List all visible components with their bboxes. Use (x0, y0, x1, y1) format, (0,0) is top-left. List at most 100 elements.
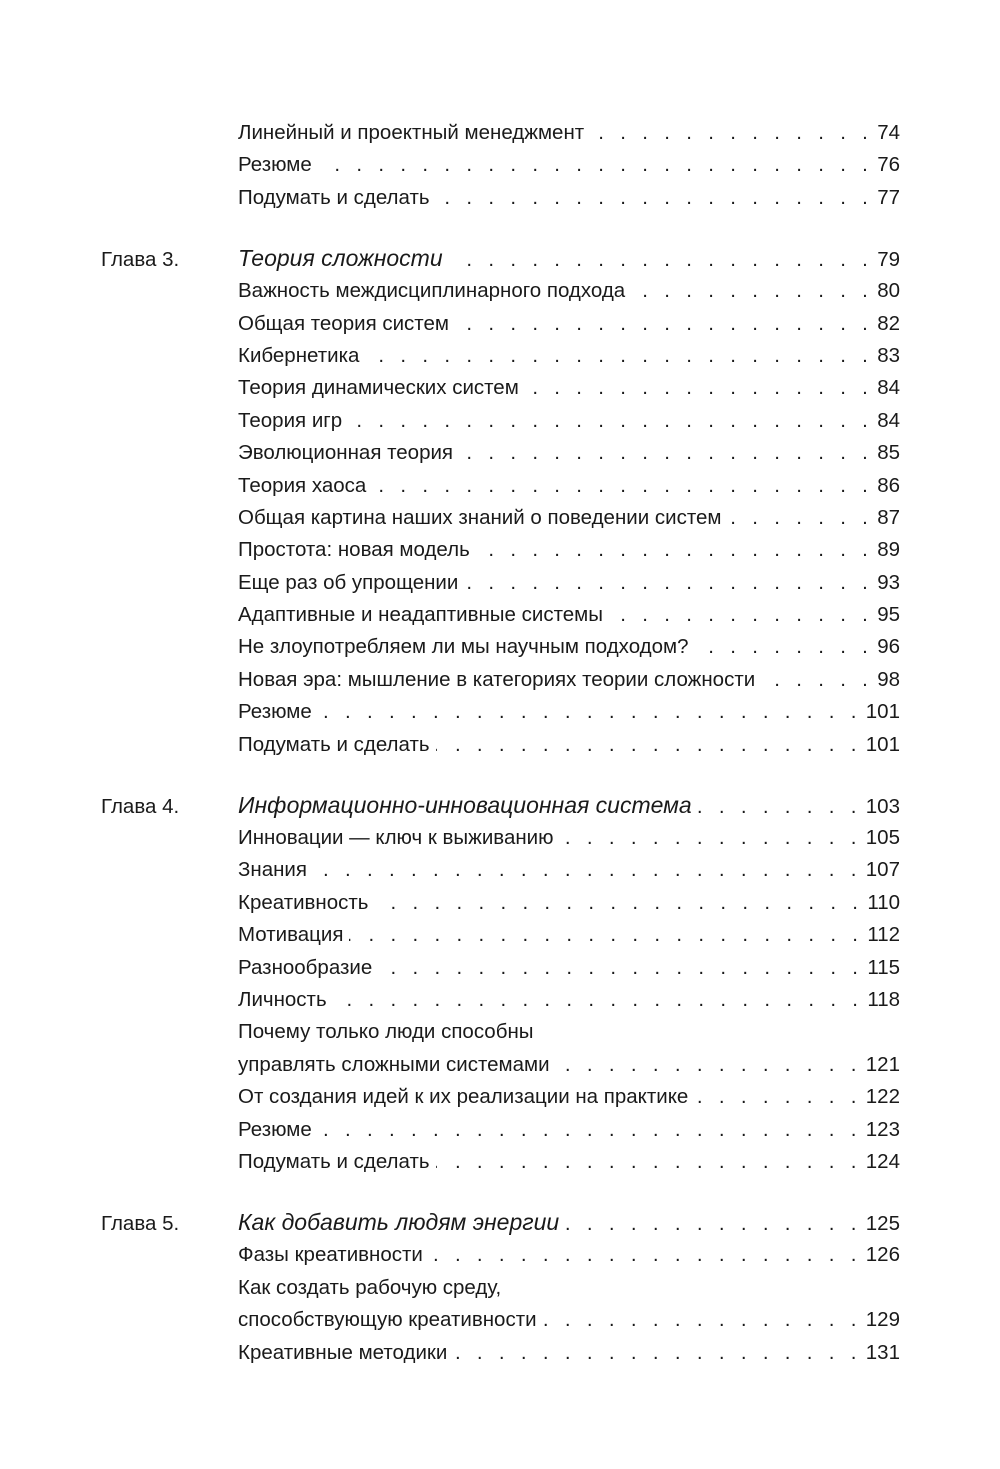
dot-leader: . . . . . . . . . . . . . . . . . . . . … (374, 890, 864, 914)
entry-title: Резюме (238, 1117, 312, 1141)
chapter-label: Глава 3. (101, 248, 180, 272)
page-number: 101 (865, 732, 900, 756)
entry-title: Креативность (238, 890, 369, 914)
dot-leader: . . . . . . . . . . . . . . . . . . . . … (436, 1149, 862, 1173)
entry-title: Простота: новая модель (238, 538, 470, 562)
entry-title: способствующую креативности (238, 1308, 537, 1332)
toc-entry: От создания идей к их реализации на прак… (0, 1081, 1000, 1113)
entry-title: Инновации — ключ к выживанию (238, 826, 554, 850)
entry-title: Эволюционная теория (238, 441, 454, 465)
entry-title: Теория игр (238, 408, 343, 432)
toc-entry: Подумать и сделать. . . . . . . . . . . … (0, 182, 1000, 214)
dot-leader: . . . . . . . . . . . . . . . . . . . . … (525, 376, 874, 400)
toc-entry: Знания. . . . . . . . . . . . . . . . . … (0, 854, 1000, 886)
dot-leader: . . . . . . . . . . . . . . . . . . . . … (590, 121, 874, 144)
toc-entry: Подумать и сделать. . . . . . . . . . . … (0, 729, 1000, 761)
page-number: 95 (877, 603, 900, 627)
toc-chapter-group: Глава 3. Теория сложности. . . . . . . . … (0, 241, 1000, 761)
toc-entry: Теория хаоса. . . . . . . . . . . . . . … (0, 470, 1000, 502)
toc-entry: Адаптивные и неадаптивные системы. . . .… (0, 599, 1000, 631)
page-number: 82 (877, 311, 900, 335)
chapter-row: Глава 4. Информационно-инновационная сист… (0, 788, 1000, 822)
toc-entry: Важность междисциплинарного подхода. . .… (0, 275, 1000, 307)
page-number: 77 (877, 185, 900, 209)
toc-entry: способствующую креативности. . . . . . .… (0, 1304, 1000, 1336)
entry-title: Подумать и сделать (238, 1149, 430, 1173)
page-number: 121 (865, 1052, 900, 1076)
toc-chapter-group: Глава 5. Как добавить людям энергии. . . … (0, 1205, 1000, 1369)
entry-body: Теория динамических систем. . . . . . . … (238, 372, 900, 404)
toc-entry: Еще раз об упрощении. . . . . . . . . . … (0, 567, 1000, 599)
page-number: 79 (877, 248, 900, 272)
page-number: 125 (865, 1212, 900, 1236)
entry-title: От создания идей к их реализации на прак… (238, 1085, 689, 1109)
dot-leader: . . . . . . . . . . . . . . . . . . . . … (455, 311, 874, 335)
page-number: 93 (877, 570, 900, 594)
entry-body: Разнообразие. . . . . . . . . . . . . . … (238, 952, 900, 984)
dot-leader: . . . . . . . . . . . . . . . . . . . . … (449, 248, 874, 272)
dot-leader: . . . . . . . . . . . . . . . . . . . . … (436, 185, 874, 209)
entry-title: Почему только люди способны (238, 1020, 534, 1044)
dot-leader: . . . . . . . . . . . . . . . . . . . . … (476, 538, 874, 562)
page-number: 89 (877, 538, 900, 562)
page-number: 85 (877, 441, 900, 465)
dot-leader: . . . . . . . . . . . . . . . . . . . . … (318, 700, 862, 724)
dot-leader: . . . . . . . . . . . . . . . . . . . . … (372, 473, 874, 497)
entry-body: Подумать и сделать. . . . . . . . . . . … (238, 1146, 900, 1178)
toc-entry: Личность. . . . . . . . . . . . . . . . … (0, 984, 1000, 1016)
entry-title: Разнообразие (238, 955, 373, 979)
page-number: 96 (877, 635, 900, 659)
entry-body: Резюме. . . . . . . . . . . . . . . . . … (238, 1114, 900, 1146)
entry-title: Адаптивные и неадаптивные системы (238, 603, 603, 627)
dot-leader: . . . . . . . . . . . . . . . . . . . . … (761, 667, 874, 691)
toc-entry: Разнообразие. . . . . . . . . . . . . . … (0, 952, 1000, 984)
toc-chapter-group: Глава 4. Информационно-инновационная сист… (0, 788, 1000, 1178)
page-number: 76 (877, 153, 900, 177)
entry-title: Не злоупотребляем ли мы научным подходом… (238, 635, 689, 659)
entry-title: Резюме (238, 153, 312, 177)
toc-entry: Фазы креативности. . . . . . . . . . . .… (0, 1239, 1000, 1271)
entry-body: Линейный и проектный менеджмент. . . . .… (238, 117, 900, 149)
entry-title: Мотивация (238, 923, 344, 947)
dot-leader: . . . . . . . . . . . . . . . . . . . . … (694, 1085, 862, 1109)
entry-body: Знания. . . . . . . . . . . . . . . . . … (238, 854, 900, 886)
dot-leader: . . . . . . . . . . . . . . . . . . . . … (348, 408, 874, 432)
dot-leader: . . . . . . . . . . . . . . . . . . . . … (464, 570, 874, 594)
page-number: 110 (867, 890, 900, 914)
dot-leader: . . . . . . . . . . . . . . . . . . . . … (318, 1117, 862, 1141)
toc-entry: Подумать и сделать. . . . . . . . . . . … (0, 1146, 1000, 1178)
page-number: 122 (865, 1085, 900, 1109)
toc-entry: Почему только люди способны (0, 1016, 1000, 1048)
entry-title: Кибернетика (238, 343, 360, 367)
dot-leader: . . . . . . . . . . . . . . . . . . . . … (429, 1243, 862, 1267)
dot-leader: . . . . . . . . . . . . . . . . . . . . … (436, 732, 862, 756)
dot-leader: . . . . . . . . . . . . . . . . . . . . … (697, 795, 862, 819)
page-number: 129 (865, 1308, 900, 1332)
toc-entry: Новая эра: мышление в категориях теории … (0, 664, 1000, 696)
chapter-label: Глава 5. (101, 1212, 180, 1236)
page-number: 84 (877, 376, 900, 400)
entry-title: Резюме (238, 700, 312, 724)
toc-entry: Не злоупотребляем ли мы научным подходом… (0, 631, 1000, 663)
entry-body: Фазы креативности. . . . . . . . . . . .… (238, 1239, 900, 1271)
entry-body: Как создать рабочую среду, (238, 1272, 900, 1304)
entry-body: Мотивация. . . . . . . . . . . . . . . .… (238, 919, 900, 951)
entry-title: Креативные методики (238, 1340, 448, 1364)
entry-title: Линейный и проектный менеджмент (238, 121, 585, 144)
toc-entry: Теория динамических систем. . . . . . . … (0, 372, 1000, 404)
dot-leader: . . . . . . . . . . . . . . . . . . . . … (695, 635, 874, 659)
entry-body: Важность междисциплинарного подхода. . .… (238, 275, 900, 307)
dot-leader: . . . . . . . . . . . . . . . . . . . . … (459, 441, 874, 465)
entry-title: Важность междисциплинарного подхода (238, 279, 626, 303)
entry-title: Теория хаоса (238, 473, 367, 497)
entry-body: Не злоупотребляем ли мы научным подходом… (238, 631, 900, 663)
entry-body: Теория сложности. . . . . . . . . . . . … (238, 241, 900, 277)
page-number: 115 (867, 955, 900, 979)
page-number: 83 (877, 343, 900, 367)
toc-entry: Общая теория систем. . . . . . . . . . .… (0, 308, 1000, 340)
toc-entry: Креативные методики. . . . . . . . . . .… (0, 1337, 1000, 1369)
entry-title: Как создать рабочую среду, (238, 1275, 502, 1299)
page-number: 118 (867, 987, 900, 1011)
entry-body: Креативные методики. . . . . . . . . . .… (238, 1337, 900, 1369)
chapter-title: Теория сложности (238, 245, 443, 272)
